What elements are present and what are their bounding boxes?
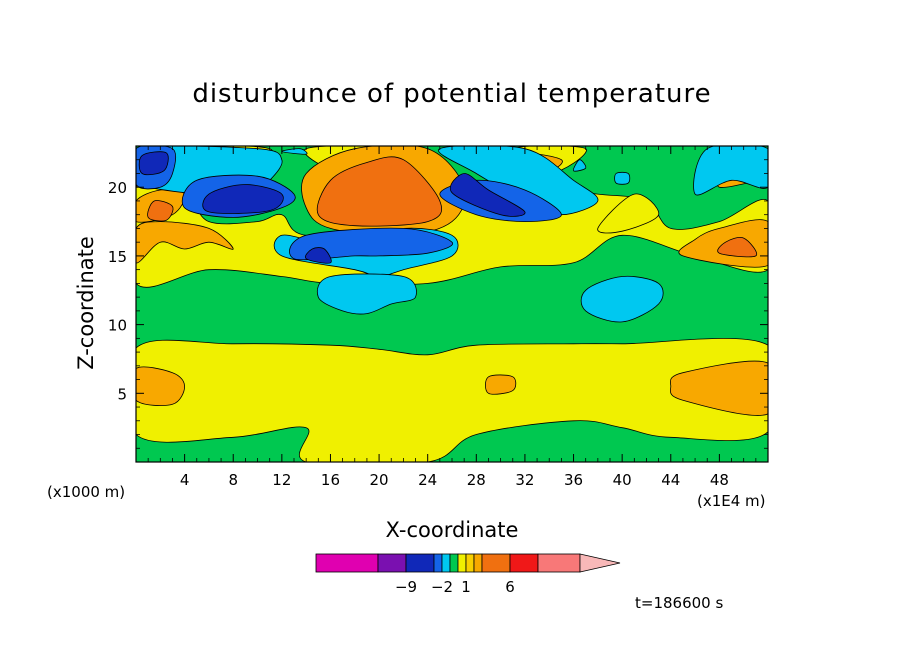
colorbar-tick-label: −9 [395, 578, 417, 596]
contour-region-positive-1-5 [136, 338, 768, 462]
contour-region-negative-1-2 [693, 146, 768, 196]
chart-title: disturbunce of potential temperature [192, 79, 711, 109]
y-tick-label: 10 [108, 317, 127, 335]
colorbar-bin [405, 553, 435, 573]
x-tick-label: 8 [228, 471, 238, 489]
colorbar-bin [441, 553, 451, 573]
colorbar-bin [481, 553, 511, 573]
contour-region-positive-5-6 [136, 366, 186, 406]
contour-region-negative-1-2 [316, 273, 417, 315]
contour-region-negative-4-9 [202, 184, 284, 214]
colorbar-bin [433, 553, 443, 573]
y-tick-label: 20 [108, 179, 127, 197]
x-tick-label: 44 [661, 471, 680, 489]
x-axis-label: X-coordinate [386, 518, 519, 542]
contour-region-positive-6-8 [147, 200, 174, 222]
colorbar-labels: −9 −2 1 6 [395, 578, 515, 596]
x-tick-label: 24 [418, 471, 437, 489]
contour-region-positive-5-6 [669, 360, 768, 416]
time-label: t=186600 s [635, 594, 723, 612]
contour-region-positive-1-5 [136, 180, 768, 288]
x-tick-label: 32 [515, 471, 534, 489]
contour-region-negative-4-9 [138, 151, 169, 176]
contour-region-negative-1-2 [281, 148, 308, 155]
contour-region-negative-4-9 [450, 173, 526, 217]
contour-regions [136, 146, 768, 462]
colorbar-over-arrow [579, 553, 621, 573]
colorbar-bin [473, 553, 483, 573]
contour-region-positive-6-8 [316, 156, 443, 227]
colorbar-bin [457, 553, 467, 573]
contour-region-positive-1-5 [597, 193, 660, 234]
x-tick-label: 40 [613, 471, 632, 489]
y-axis-label: Z-coordinate [74, 236, 98, 370]
contour-region-negative-1-2 [572, 159, 587, 172]
colorbar-bin [465, 553, 475, 573]
x-tick-label: 28 [467, 471, 486, 489]
contour-region-positive-5-6 [136, 221, 234, 264]
x-tick-label: 12 [272, 471, 291, 489]
x-tick-label: 48 [710, 471, 729, 489]
x-tick-label: 20 [370, 471, 389, 489]
contour-region-positive-6-8 [717, 237, 758, 258]
x-axis-ticks: 4 8 12 16 20 24 28 32 36 40 44 48 [147, 146, 757, 489]
y-axis-ticks: 5 10 15 20 [108, 159, 768, 449]
y-tick-label: 15 [108, 248, 127, 266]
colorbar [315, 553, 621, 573]
colorbar-tick-label: −2 [431, 578, 453, 596]
y-tick-label: 5 [117, 385, 127, 403]
colorbar-bin [537, 553, 581, 573]
contour-region-positive-5-6 [485, 374, 517, 395]
colorbar-bin [377, 553, 407, 573]
colorbar-tick-label: 1 [461, 578, 471, 596]
x-tick-label: 16 [321, 471, 340, 489]
colorbar-bin [449, 553, 459, 573]
x-unit-left: (x1000 m) [47, 483, 125, 501]
colorbar-bin [509, 553, 539, 573]
x-unit-right: (x1E4 m) [697, 492, 766, 510]
contour-region-negative-4-9 [305, 247, 332, 264]
colorbar-bin [315, 553, 379, 573]
contour-region-negative-1-2 [614, 171, 631, 185]
x-tick-label: 4 [180, 471, 190, 489]
contour-region-negative-1-2 [580, 275, 664, 323]
colorbar-tick-label: 6 [505, 578, 515, 596]
x-tick-label: 36 [564, 471, 583, 489]
contour-region-negative-2-4 [289, 227, 454, 261]
